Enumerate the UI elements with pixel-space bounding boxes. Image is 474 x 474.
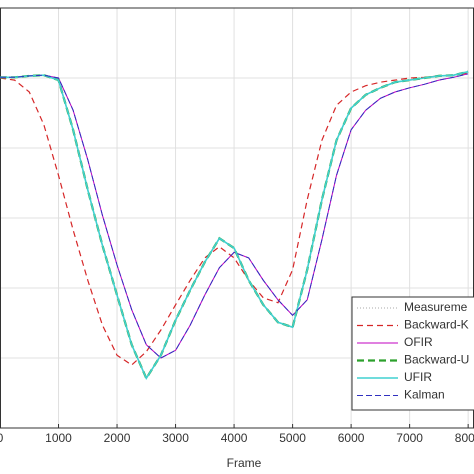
x-tick-label: 1000 — [45, 431, 72, 445]
x-tick-label: 5000 — [279, 431, 306, 445]
legend: Measureme Backward-K OFIR Backward-U UFIR Kal… — [351, 296, 474, 411]
x-tick-label: 3000 — [162, 431, 189, 445]
x-tick-label: 2000 — [104, 431, 131, 445]
series-line — [0, 70, 469, 381]
legend-label: Backward-U — [404, 353, 469, 367]
series-line — [0, 73, 469, 359]
x-tick-label: 0 — [0, 431, 4, 445]
x-tick-label: 7000 — [396, 431, 423, 445]
x-tick-label: 4000 — [221, 431, 248, 445]
legend-label: Kalman — [404, 388, 445, 402]
legend-box — [351, 296, 474, 411]
legend-label: Measureme — [404, 300, 468, 314]
x-tick-label: 8000 — [455, 431, 474, 445]
x-axis-label: Frame — [227, 456, 262, 470]
legend-label: OFIR — [404, 335, 433, 349]
x-tick-label: 6000 — [338, 431, 365, 445]
legend-label: Backward-K — [404, 318, 469, 332]
legend-label: UFIR — [404, 370, 432, 384]
